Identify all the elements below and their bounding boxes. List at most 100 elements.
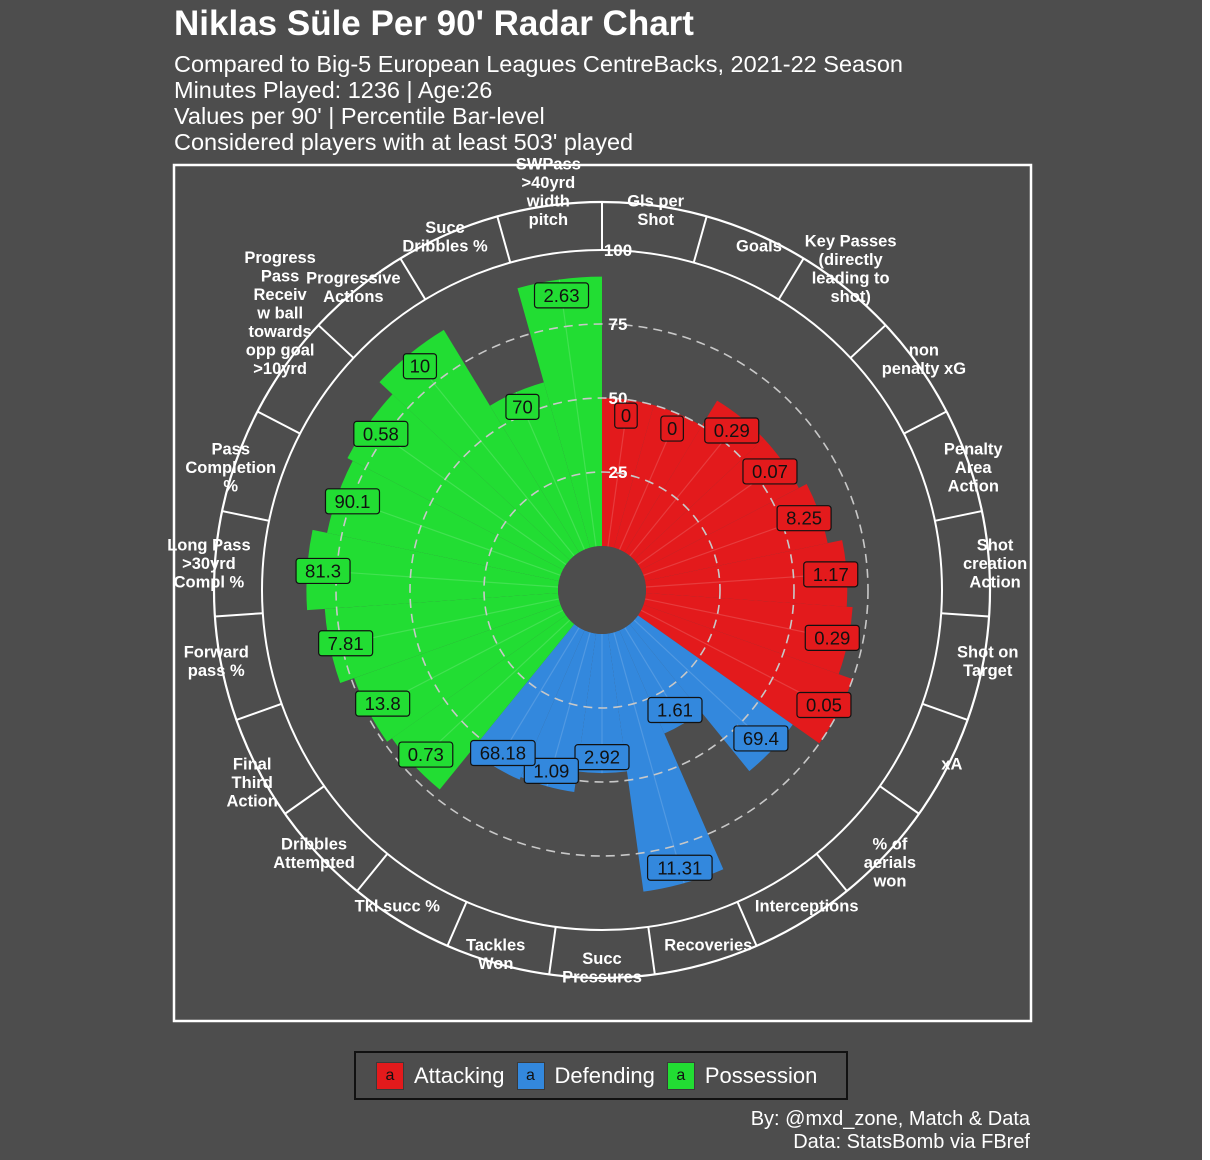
separator-line xyxy=(692,216,708,263)
value-box xyxy=(402,353,438,380)
grid-circle-25 xyxy=(483,471,721,709)
grid-circle-50 xyxy=(409,397,795,783)
category-label-shot-creation-action: Shot creation Action xyxy=(963,537,1027,592)
category-label-line: shot) xyxy=(830,288,870,306)
chart-title: Niklas Süle Per 90' Radar Chart xyxy=(174,4,694,43)
value-text: 0.05 xyxy=(806,695,842,716)
value-label-shot-creation-action: 1.17 xyxy=(803,561,859,588)
category-label-line: Tkl succ % xyxy=(355,898,441,916)
value-label-dribbles-attempted: 0.73 xyxy=(398,741,454,768)
value-text: 81.3 xyxy=(305,560,341,581)
category-label-line: Progressive xyxy=(306,270,400,288)
value-box xyxy=(324,488,381,515)
value-label-recoveries: 11.31 xyxy=(646,854,713,881)
value-label-succ-pressures: 2.92 xyxy=(574,744,630,771)
separator-line xyxy=(922,702,968,721)
value-box xyxy=(776,505,832,532)
value-box xyxy=(646,854,713,881)
value-label-progressive-actions: 10 xyxy=(402,353,438,380)
category-label-line: Shot xyxy=(977,537,1014,555)
value-box xyxy=(804,624,860,651)
value-text: 0 xyxy=(667,418,677,439)
category-label-line: Final xyxy=(233,756,272,774)
category-label-line: Compl % xyxy=(174,574,245,592)
category-label-progress-pass-receiv-w-ball-towards-opp-goal-10yrd: Progress Pass Receiv w ball towards opp goal >… xyxy=(244,249,316,378)
separator-line xyxy=(647,926,656,975)
value-box xyxy=(803,561,859,588)
category-label-tackles-won: Tackles Won xyxy=(466,937,525,974)
category-label-line: xA xyxy=(941,756,962,774)
value-label-final-third-action: 13.8 xyxy=(355,690,411,717)
separator-line xyxy=(317,324,355,359)
value-box xyxy=(295,557,351,585)
value-label-penalty-area-action: 8.25 xyxy=(776,505,832,532)
bar-swpass-40yrd-width-pitch xyxy=(517,276,602,548)
value-text: 8.25 xyxy=(786,508,822,529)
center-hole xyxy=(558,546,646,634)
category-label-line: >30yrd xyxy=(182,555,236,573)
bar-gls-per-shot xyxy=(602,398,654,548)
value-text: 2.63 xyxy=(544,285,580,306)
bar-spoke xyxy=(558,279,597,547)
category-label-succ-dribbles: Succ Dribbles % xyxy=(402,219,488,256)
category-label-succ-pressures: Succ Pressures xyxy=(562,950,642,987)
bar-shot-on-target xyxy=(643,593,853,675)
category-label-forward-pass: Forward pass % xyxy=(184,644,249,681)
bar-goals xyxy=(613,405,702,553)
value-text: 11.31 xyxy=(657,857,702,878)
separator-line xyxy=(879,785,920,815)
value-text: 10 xyxy=(410,356,431,377)
category-label-line: Won xyxy=(478,955,513,973)
category-label-line: Target xyxy=(963,662,1013,680)
value-label-shot-on-target: 0.29 xyxy=(804,624,860,651)
category-label-swpass-40yrd-width-pitch: SWPass >40yrd width pitch xyxy=(516,155,581,229)
value-text: 90.1 xyxy=(334,491,370,512)
value-text: 68.18 xyxy=(480,743,526,764)
category-label-line: Recoveries xyxy=(664,937,752,955)
tick-label-100: 100 xyxy=(604,241,632,260)
grid-circle-75 xyxy=(335,323,869,857)
category-label-long-pass-30yrd-compl: Long Pass >30yrd Compl % xyxy=(167,537,250,592)
value-text: 1.09 xyxy=(533,760,569,781)
category-label-line: >40yrd xyxy=(522,174,576,192)
category-label-line: Long Pass xyxy=(167,537,250,555)
value-box xyxy=(523,757,579,784)
category-label-line: Progress xyxy=(244,249,316,267)
subtitle-line-4: Considered players with at least 503' pl… xyxy=(174,129,634,155)
subtitle-line-3: Values per 90' | Percentile Bar-level xyxy=(174,103,545,129)
bar-forward-pass xyxy=(324,593,561,684)
tick-label-75: 75 xyxy=(609,315,628,334)
subtitle-line-2: Minutes Played: 1236 | Age:26 xyxy=(174,77,493,103)
separator-line xyxy=(356,853,389,892)
bar-spoke xyxy=(613,632,685,884)
category-label-key-passes-directly-leading-to-shot: Key Passes (directly leading to shot) xyxy=(805,233,897,307)
category-label-line: Completion xyxy=(185,459,276,477)
bar-spoke xyxy=(413,619,571,766)
value-box xyxy=(505,393,540,420)
legend: a Attacking a Defending a Possession xyxy=(354,1051,848,1100)
category-label-line: SWPass xyxy=(516,155,581,173)
value-box xyxy=(574,744,630,771)
value-label-succ-dribbles: 70 xyxy=(505,393,540,420)
category-label-line: towards xyxy=(248,323,311,341)
separator-line xyxy=(446,901,468,947)
separator-line xyxy=(736,901,758,947)
separator-line xyxy=(221,510,270,522)
value-label-of-aerials-won: 69.4 xyxy=(733,725,789,752)
value-text: 70 xyxy=(512,396,533,417)
value-box xyxy=(704,417,760,444)
separator-line xyxy=(849,324,887,359)
category-label-final-third-action: Final Third Action xyxy=(227,756,278,811)
category-label-line: Actions xyxy=(323,288,384,306)
value-label-long-pass-30yrd-compl: 81.3 xyxy=(295,557,351,585)
value-label-tackles-won: 1.09 xyxy=(523,757,579,784)
category-label-dribbles-attempted: Dribbles Attempted xyxy=(273,836,355,873)
category-label-line: Forward xyxy=(184,644,249,662)
value-box xyxy=(355,690,411,717)
panel-border xyxy=(172,163,1033,1023)
category-label-line: Third xyxy=(232,774,273,792)
value-text: 69.4 xyxy=(743,728,779,749)
separator-line xyxy=(399,257,427,301)
category-label-line: % of xyxy=(873,836,908,854)
separator-line xyxy=(934,510,983,522)
